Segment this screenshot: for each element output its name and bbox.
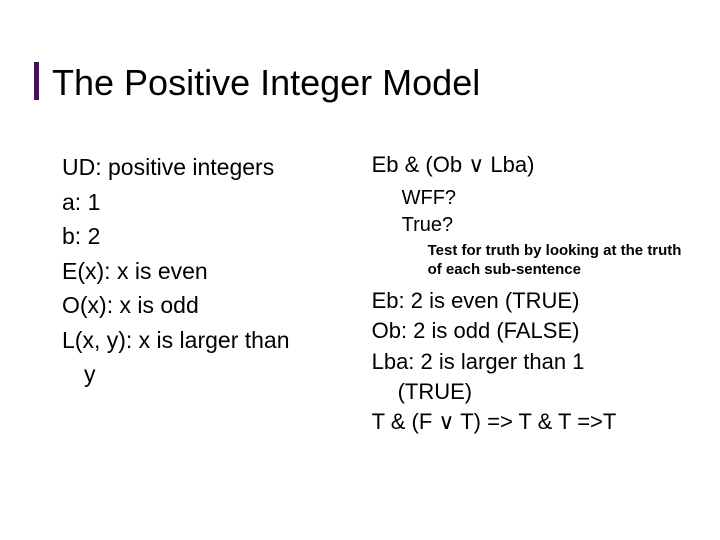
left-column: UD: positive integers a: 1 b: 2 E(x): x … bbox=[62, 150, 346, 438]
formula: Eb & (Ob ∨ Lba) bbox=[372, 150, 690, 181]
definition-a: a: 1 bbox=[62, 185, 346, 220]
eval-lba-line2: (TRUE) bbox=[372, 377, 690, 407]
question-true: True? bbox=[372, 212, 690, 239]
definition-ud: UD: positive integers bbox=[62, 150, 346, 185]
eval-eb: Eb: 2 is even (TRUE) bbox=[372, 286, 690, 316]
eval-ob: Ob: 2 is odd (FALSE) bbox=[372, 316, 690, 346]
definition-b: b: 2 bbox=[62, 219, 346, 254]
definition-l-line1: L(x, y): x is larger than bbox=[62, 323, 346, 358]
slide: The Positive Integer Model UD: positive … bbox=[0, 0, 720, 540]
definition-l-line2: y bbox=[62, 357, 346, 392]
slide-title: The Positive Integer Model bbox=[52, 62, 690, 104]
definition-o: O(x): x is odd bbox=[62, 288, 346, 323]
eval-summary: T & (F ∨ T) => T & T =>T bbox=[372, 407, 690, 437]
question-wff: WFF? bbox=[372, 185, 690, 212]
definition-e: E(x): x is even bbox=[62, 254, 346, 289]
right-column: Eb & (Ob ∨ Lba) WFF? True? Test for trut… bbox=[372, 150, 690, 438]
accent-bar bbox=[34, 62, 39, 100]
content-columns: UD: positive integers a: 1 b: 2 E(x): x … bbox=[62, 150, 690, 438]
eval-lba-line1: Lba: 2 is larger than 1 bbox=[372, 347, 690, 377]
test-note: Test for truth by looking at the truth o… bbox=[372, 241, 690, 280]
